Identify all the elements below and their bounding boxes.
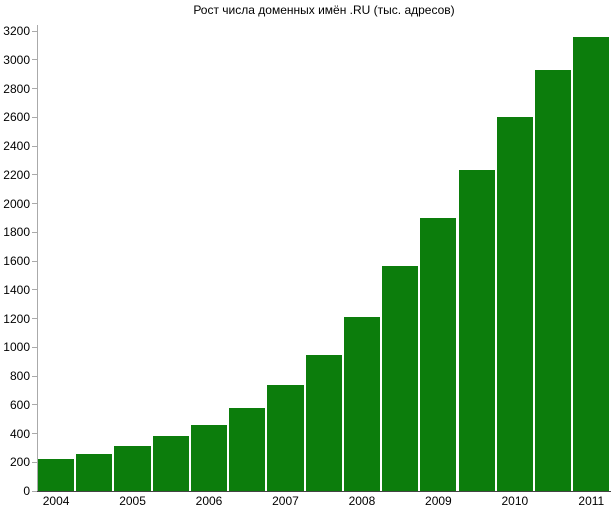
y-tick-mark xyxy=(32,289,37,291)
y-tick-mark xyxy=(32,375,37,377)
y-tick-mark xyxy=(32,59,37,61)
y-tick-label: 2200 xyxy=(3,167,30,182)
y-tick-mark xyxy=(32,433,37,434)
x-tick-label: 2009 xyxy=(425,494,452,508)
bar-2010 xyxy=(496,117,533,491)
y-axis-line xyxy=(37,25,38,492)
y-tick-label: 2600 xyxy=(3,110,30,125)
x-tick-label: 2005 xyxy=(119,494,146,508)
y-tick-label: 1600 xyxy=(3,254,30,268)
bar-2008 xyxy=(343,317,381,491)
x-tick-label: 2011 xyxy=(578,494,605,508)
y-tick-label: 600 xyxy=(9,397,30,412)
y-tick-label: 2000 xyxy=(3,196,30,211)
y-tick-mark xyxy=(32,231,37,233)
bar-2005.5 xyxy=(152,436,189,491)
y-tick-mark xyxy=(32,145,37,147)
y-tick-label: 800 xyxy=(9,369,30,383)
y-tick-label: 3000 xyxy=(3,52,30,67)
y-tick-mark xyxy=(32,490,37,492)
bar-2011 xyxy=(573,37,610,491)
y-tick-mark xyxy=(32,346,37,348)
x-tick-label: 2006 xyxy=(195,494,223,508)
y-tick-mark xyxy=(32,88,37,89)
y-tick-mark xyxy=(32,174,37,176)
bar-2006.5 xyxy=(229,407,266,491)
chart-title: Рост числа доменных имён .RU (тыс. адрес… xyxy=(193,3,455,17)
y-tick-label: 1400 xyxy=(3,282,30,297)
bar-2007 xyxy=(267,384,304,491)
bar-2004.5 xyxy=(76,453,113,491)
y-tick-mark xyxy=(32,404,37,406)
y-tick-label: 3200 xyxy=(3,24,30,38)
bar-2009 xyxy=(420,217,457,491)
x-axis-line xyxy=(37,491,611,492)
y-tick-mark xyxy=(32,318,37,319)
y-tick-label: 1800 xyxy=(3,225,30,240)
y-tick-mark xyxy=(32,461,37,463)
y-tick-mark xyxy=(32,260,37,262)
y-tick-label: 0 xyxy=(23,484,30,498)
bar-2008.5 xyxy=(382,266,419,491)
bar-2004 xyxy=(38,459,75,491)
bar-2006 xyxy=(190,424,228,491)
x-tick-label: 2004 xyxy=(42,494,70,508)
bar-2007.5 xyxy=(305,355,342,491)
x-tick-label: 2007 xyxy=(272,494,299,508)
y-tick-label: 1000 xyxy=(3,340,30,355)
x-tick-label: 2008 xyxy=(348,494,376,508)
y-tick-label: 2400 xyxy=(3,139,30,153)
y-tick-label: 2800 xyxy=(3,81,30,96)
y-tick-mark xyxy=(32,30,37,32)
bar-2010.5 xyxy=(534,69,572,491)
y-tick-label: 200 xyxy=(9,455,30,470)
x-tick-label: 2010 xyxy=(501,494,529,508)
y-tick-mark xyxy=(32,203,37,204)
y-tick-label: 1200 xyxy=(3,311,30,326)
bar-2005 xyxy=(114,446,151,491)
y-tick-mark xyxy=(32,116,37,118)
y-tick-label: 400 xyxy=(9,426,30,441)
bar-2009.5 xyxy=(458,170,495,491)
